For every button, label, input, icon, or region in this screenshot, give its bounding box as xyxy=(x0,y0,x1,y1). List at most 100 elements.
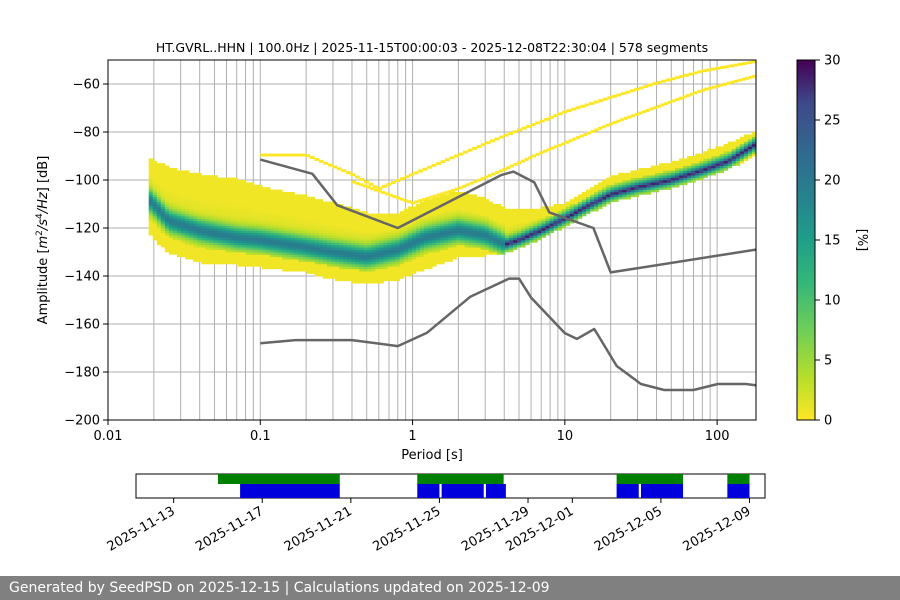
psd-cell xyxy=(472,206,478,210)
psd-cell xyxy=(185,225,190,229)
psd-cell xyxy=(484,223,490,226)
psd-cell xyxy=(233,259,239,262)
psd-cell xyxy=(205,206,210,210)
psd-cell xyxy=(290,230,295,234)
psd-cell xyxy=(424,252,429,255)
psd-cell xyxy=(294,216,299,219)
psd-cell xyxy=(274,249,279,253)
psd-cell xyxy=(213,240,218,243)
psd-cell xyxy=(233,261,239,265)
psd-cell xyxy=(326,242,332,246)
psd-cell xyxy=(282,266,287,270)
low-noise-model-line xyxy=(260,277,756,392)
psd-cell xyxy=(622,177,627,181)
psd-cell xyxy=(262,199,267,202)
psd-cell xyxy=(237,228,243,231)
psd-cell xyxy=(326,225,332,229)
psd-cell xyxy=(468,201,473,205)
psd-cell xyxy=(654,165,660,169)
psd-cell xyxy=(735,144,741,147)
psd-cell xyxy=(298,249,303,253)
psd-cell xyxy=(480,220,486,224)
psd-cell xyxy=(314,232,320,236)
psd-cell xyxy=(205,175,210,178)
psd-cell xyxy=(347,230,352,234)
psd-cell xyxy=(229,216,235,219)
psd-trace-cell xyxy=(704,87,709,91)
psd-trace-cell xyxy=(616,93,622,97)
psd-cell xyxy=(533,235,538,238)
psd-cell xyxy=(496,220,502,224)
psd-cell xyxy=(614,175,619,178)
psd-cell xyxy=(638,175,644,178)
psd-cell xyxy=(233,208,239,212)
psd-cell xyxy=(424,235,429,238)
psd-cell xyxy=(432,213,437,217)
psd-cell xyxy=(460,192,465,195)
psd-cell xyxy=(460,223,465,226)
psd-cell xyxy=(278,247,283,250)
psd-cell xyxy=(258,254,263,258)
psd-cell xyxy=(541,228,546,231)
psd-cell xyxy=(253,196,259,200)
psd-cell xyxy=(221,240,227,243)
psd-cell xyxy=(472,223,478,226)
psd-cell xyxy=(634,172,639,176)
psd-cell xyxy=(634,182,639,186)
psd-cell xyxy=(351,254,356,258)
psd-cell xyxy=(189,199,194,202)
psd-cell xyxy=(407,268,413,272)
psd-cell xyxy=(444,194,449,198)
psd-trace-cell xyxy=(643,85,649,88)
psd-cell xyxy=(278,230,283,234)
psd-cell xyxy=(266,225,271,229)
psd-cell xyxy=(270,266,275,270)
psd-trace-cell xyxy=(664,102,669,106)
psd-cell xyxy=(464,240,469,243)
psd-cell xyxy=(177,247,182,250)
psd-cell xyxy=(509,213,514,217)
psd-cell xyxy=(314,213,320,217)
psd-cell xyxy=(156,216,162,219)
psd-cell xyxy=(517,220,522,224)
psd-cell xyxy=(310,271,316,274)
psd-cell xyxy=(189,249,194,253)
psd-cell xyxy=(670,177,676,181)
psd-cell xyxy=(472,240,478,243)
psd-cell xyxy=(419,256,425,260)
psd-cell xyxy=(274,232,279,236)
psd-cell xyxy=(541,218,546,222)
psd-cell xyxy=(282,244,287,248)
psd-cell xyxy=(290,259,295,262)
psd-cell xyxy=(302,261,307,265)
psd-cell xyxy=(314,271,320,274)
psd-cell xyxy=(152,163,158,166)
psd-trace-cell xyxy=(589,102,595,105)
psd-cell xyxy=(177,249,182,253)
psd-cell xyxy=(290,242,295,246)
psd-cell xyxy=(181,218,186,222)
psd-cell xyxy=(164,232,170,236)
psd-cell xyxy=(355,228,360,231)
psd-cell xyxy=(395,228,401,231)
psd-cell xyxy=(258,216,263,219)
psd-cell xyxy=(209,177,214,181)
psd-cell xyxy=(545,218,550,222)
psd-cell xyxy=(500,237,506,241)
psd-cell xyxy=(302,199,307,202)
psd-cell xyxy=(168,208,174,212)
psd-cell xyxy=(476,249,482,253)
psd-cell xyxy=(181,249,186,253)
psd-cell xyxy=(338,254,344,258)
psd-cell xyxy=(683,158,688,162)
psd-cell xyxy=(367,271,372,274)
psd-cell xyxy=(322,252,328,255)
psd-cell xyxy=(500,216,506,219)
psd-cell xyxy=(727,144,733,147)
psd-cell xyxy=(654,187,660,190)
psd-cell xyxy=(351,218,356,222)
psd-cell xyxy=(148,216,154,219)
psd-cell xyxy=(233,199,239,202)
psd-cell xyxy=(249,252,255,255)
psd-cell xyxy=(419,223,425,226)
